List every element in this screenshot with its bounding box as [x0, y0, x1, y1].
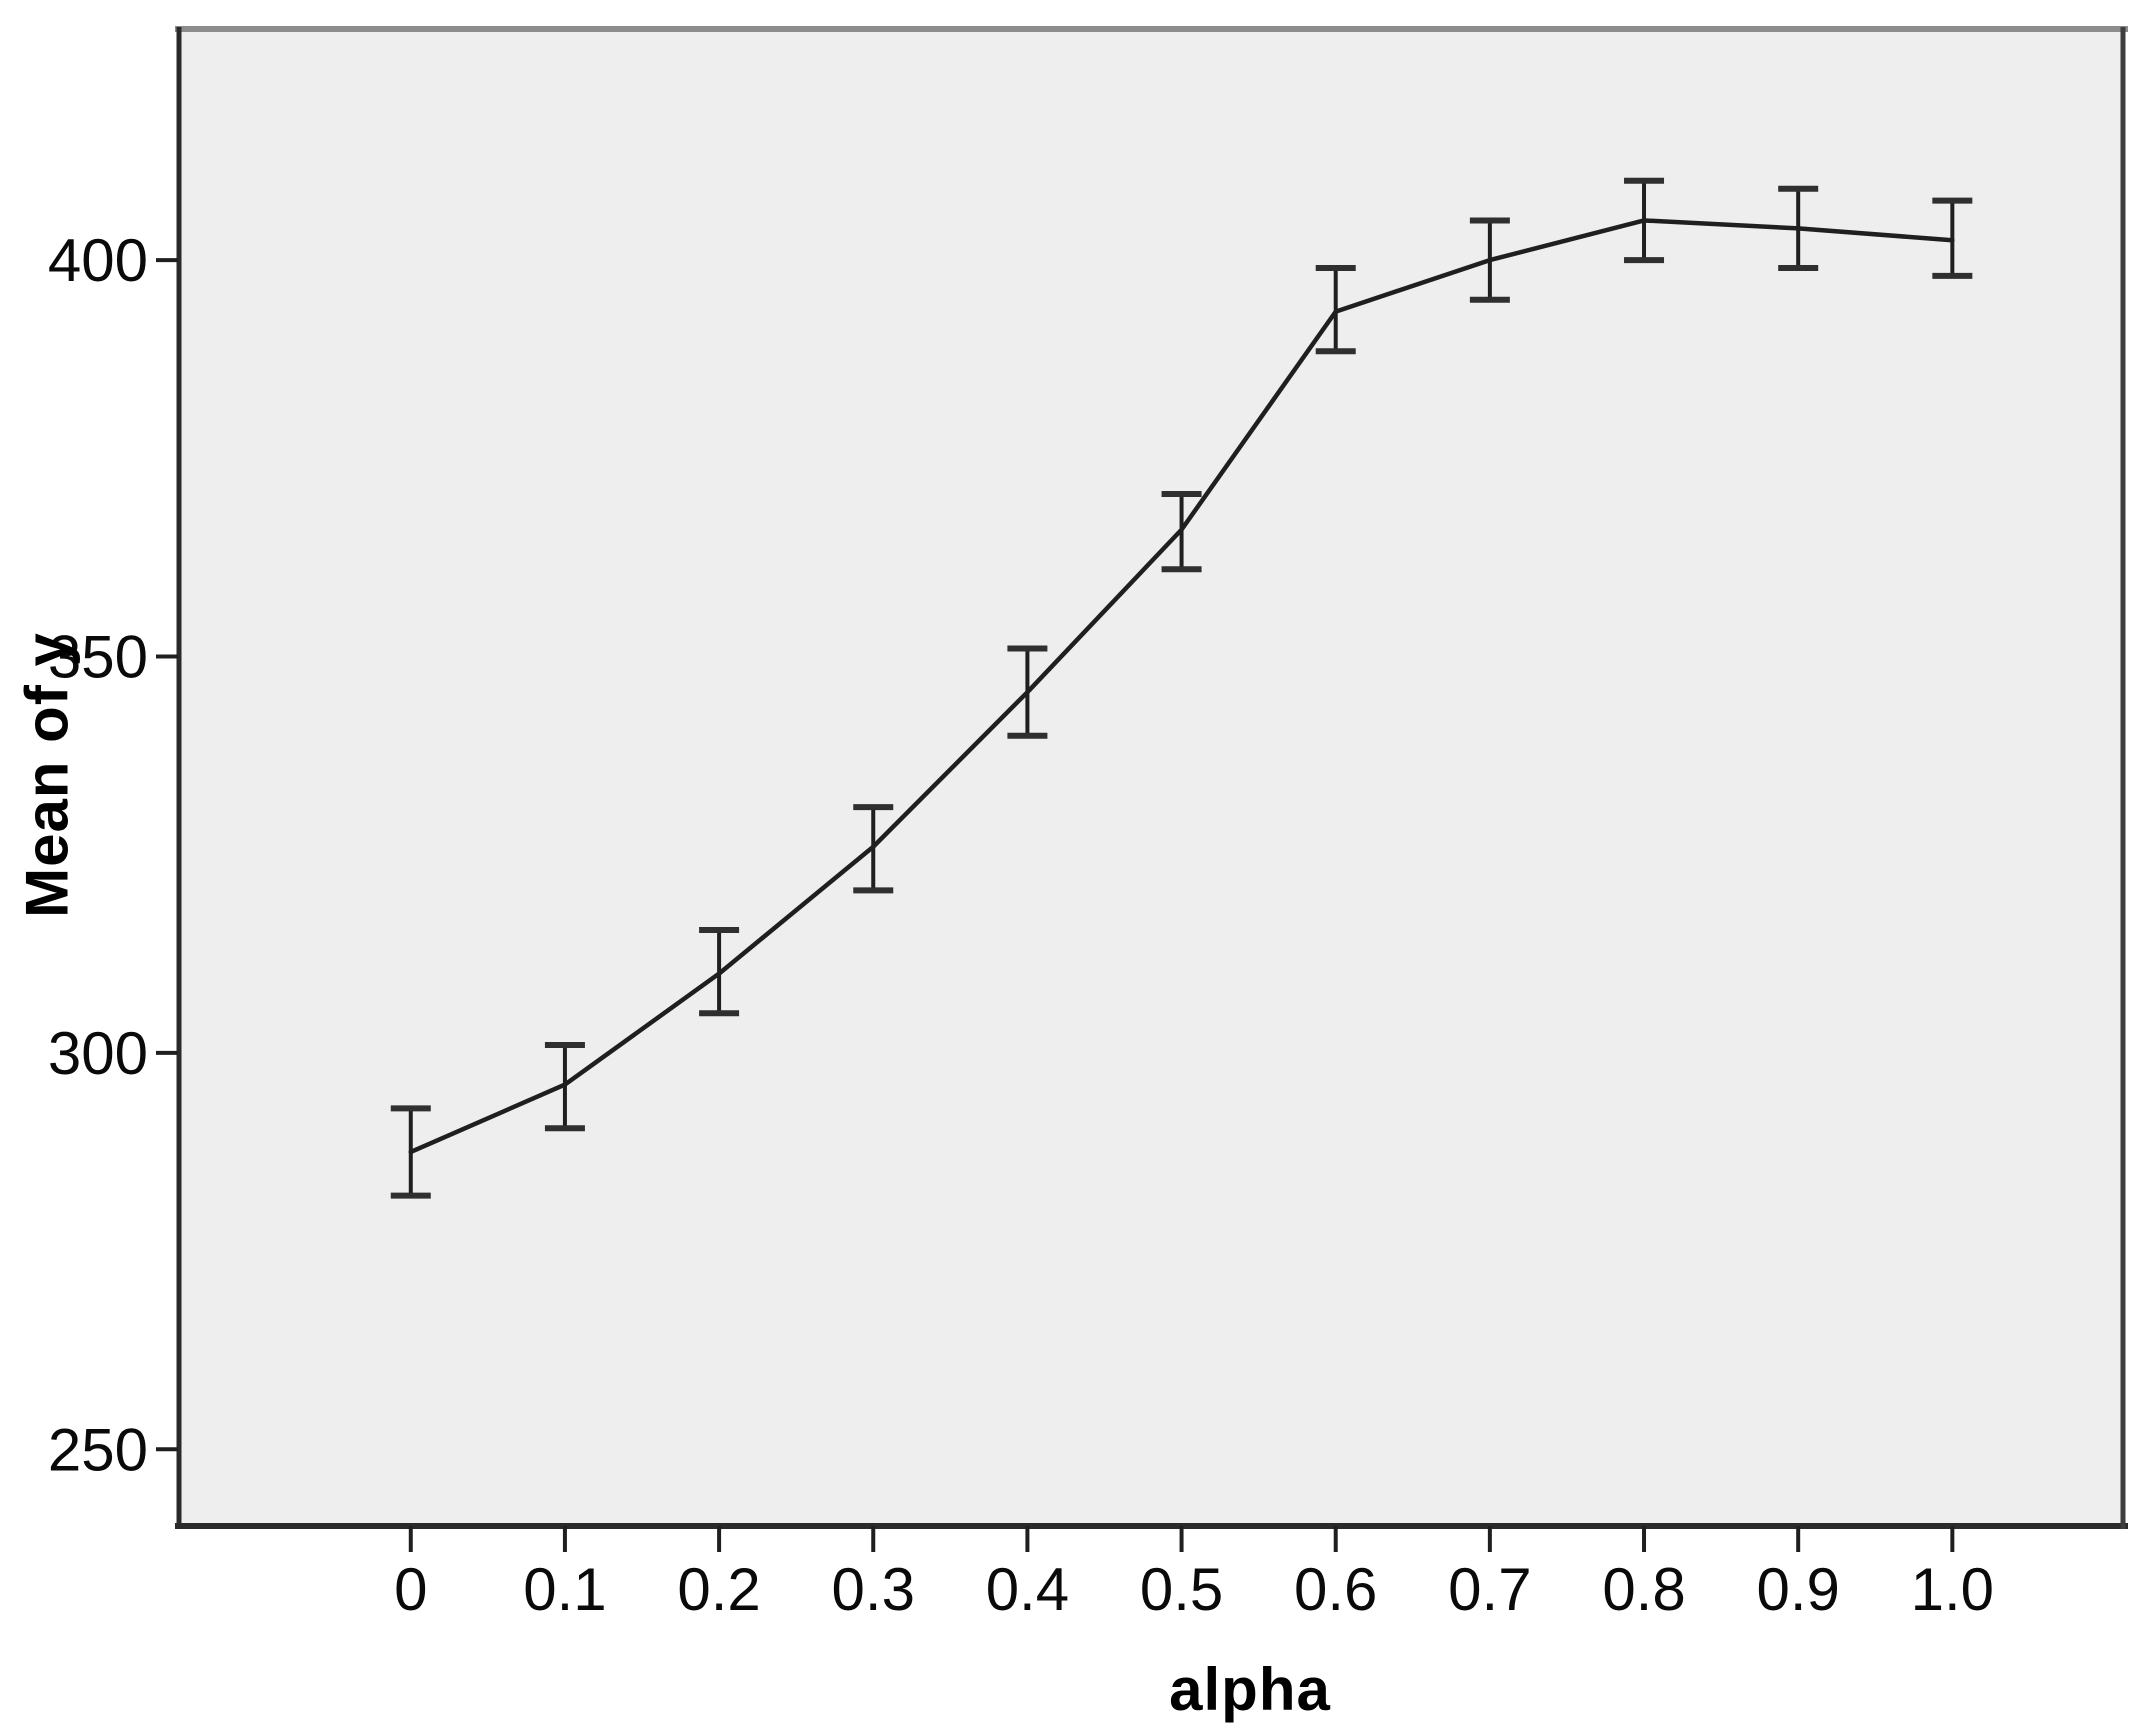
x-tick-label: 0.6 [1294, 1556, 1377, 1623]
plot-area [178, 27, 2125, 1523]
x-tick-label: 0.2 [677, 1556, 760, 1623]
y-tick-label: 250 [48, 1416, 148, 1483]
x-tick-label: 0 [394, 1556, 427, 1623]
x-tick-label: 0.5 [1140, 1556, 1223, 1623]
x-axis-title: alpha [1169, 1656, 1331, 1723]
x-tick-label: 0.8 [1602, 1556, 1685, 1623]
x-tick-label: 0.7 [1448, 1556, 1531, 1623]
x-tick-label: 0.3 [832, 1556, 915, 1623]
x-tick-label: 0.1 [523, 1556, 606, 1623]
y-tick-label: 350 [48, 623, 148, 690]
x-tick-label: 1.0 [1911, 1556, 1994, 1623]
mean-line [408, 218, 1955, 1155]
x-tick-label: 0.4 [986, 1556, 1069, 1623]
y-axis-title: Mean of y [13, 632, 81, 918]
x-tick-label: 0.9 [1756, 1556, 1839, 1623]
y-tick-label: 400 [48, 227, 148, 294]
y-tick-label: 300 [48, 1020, 148, 1087]
